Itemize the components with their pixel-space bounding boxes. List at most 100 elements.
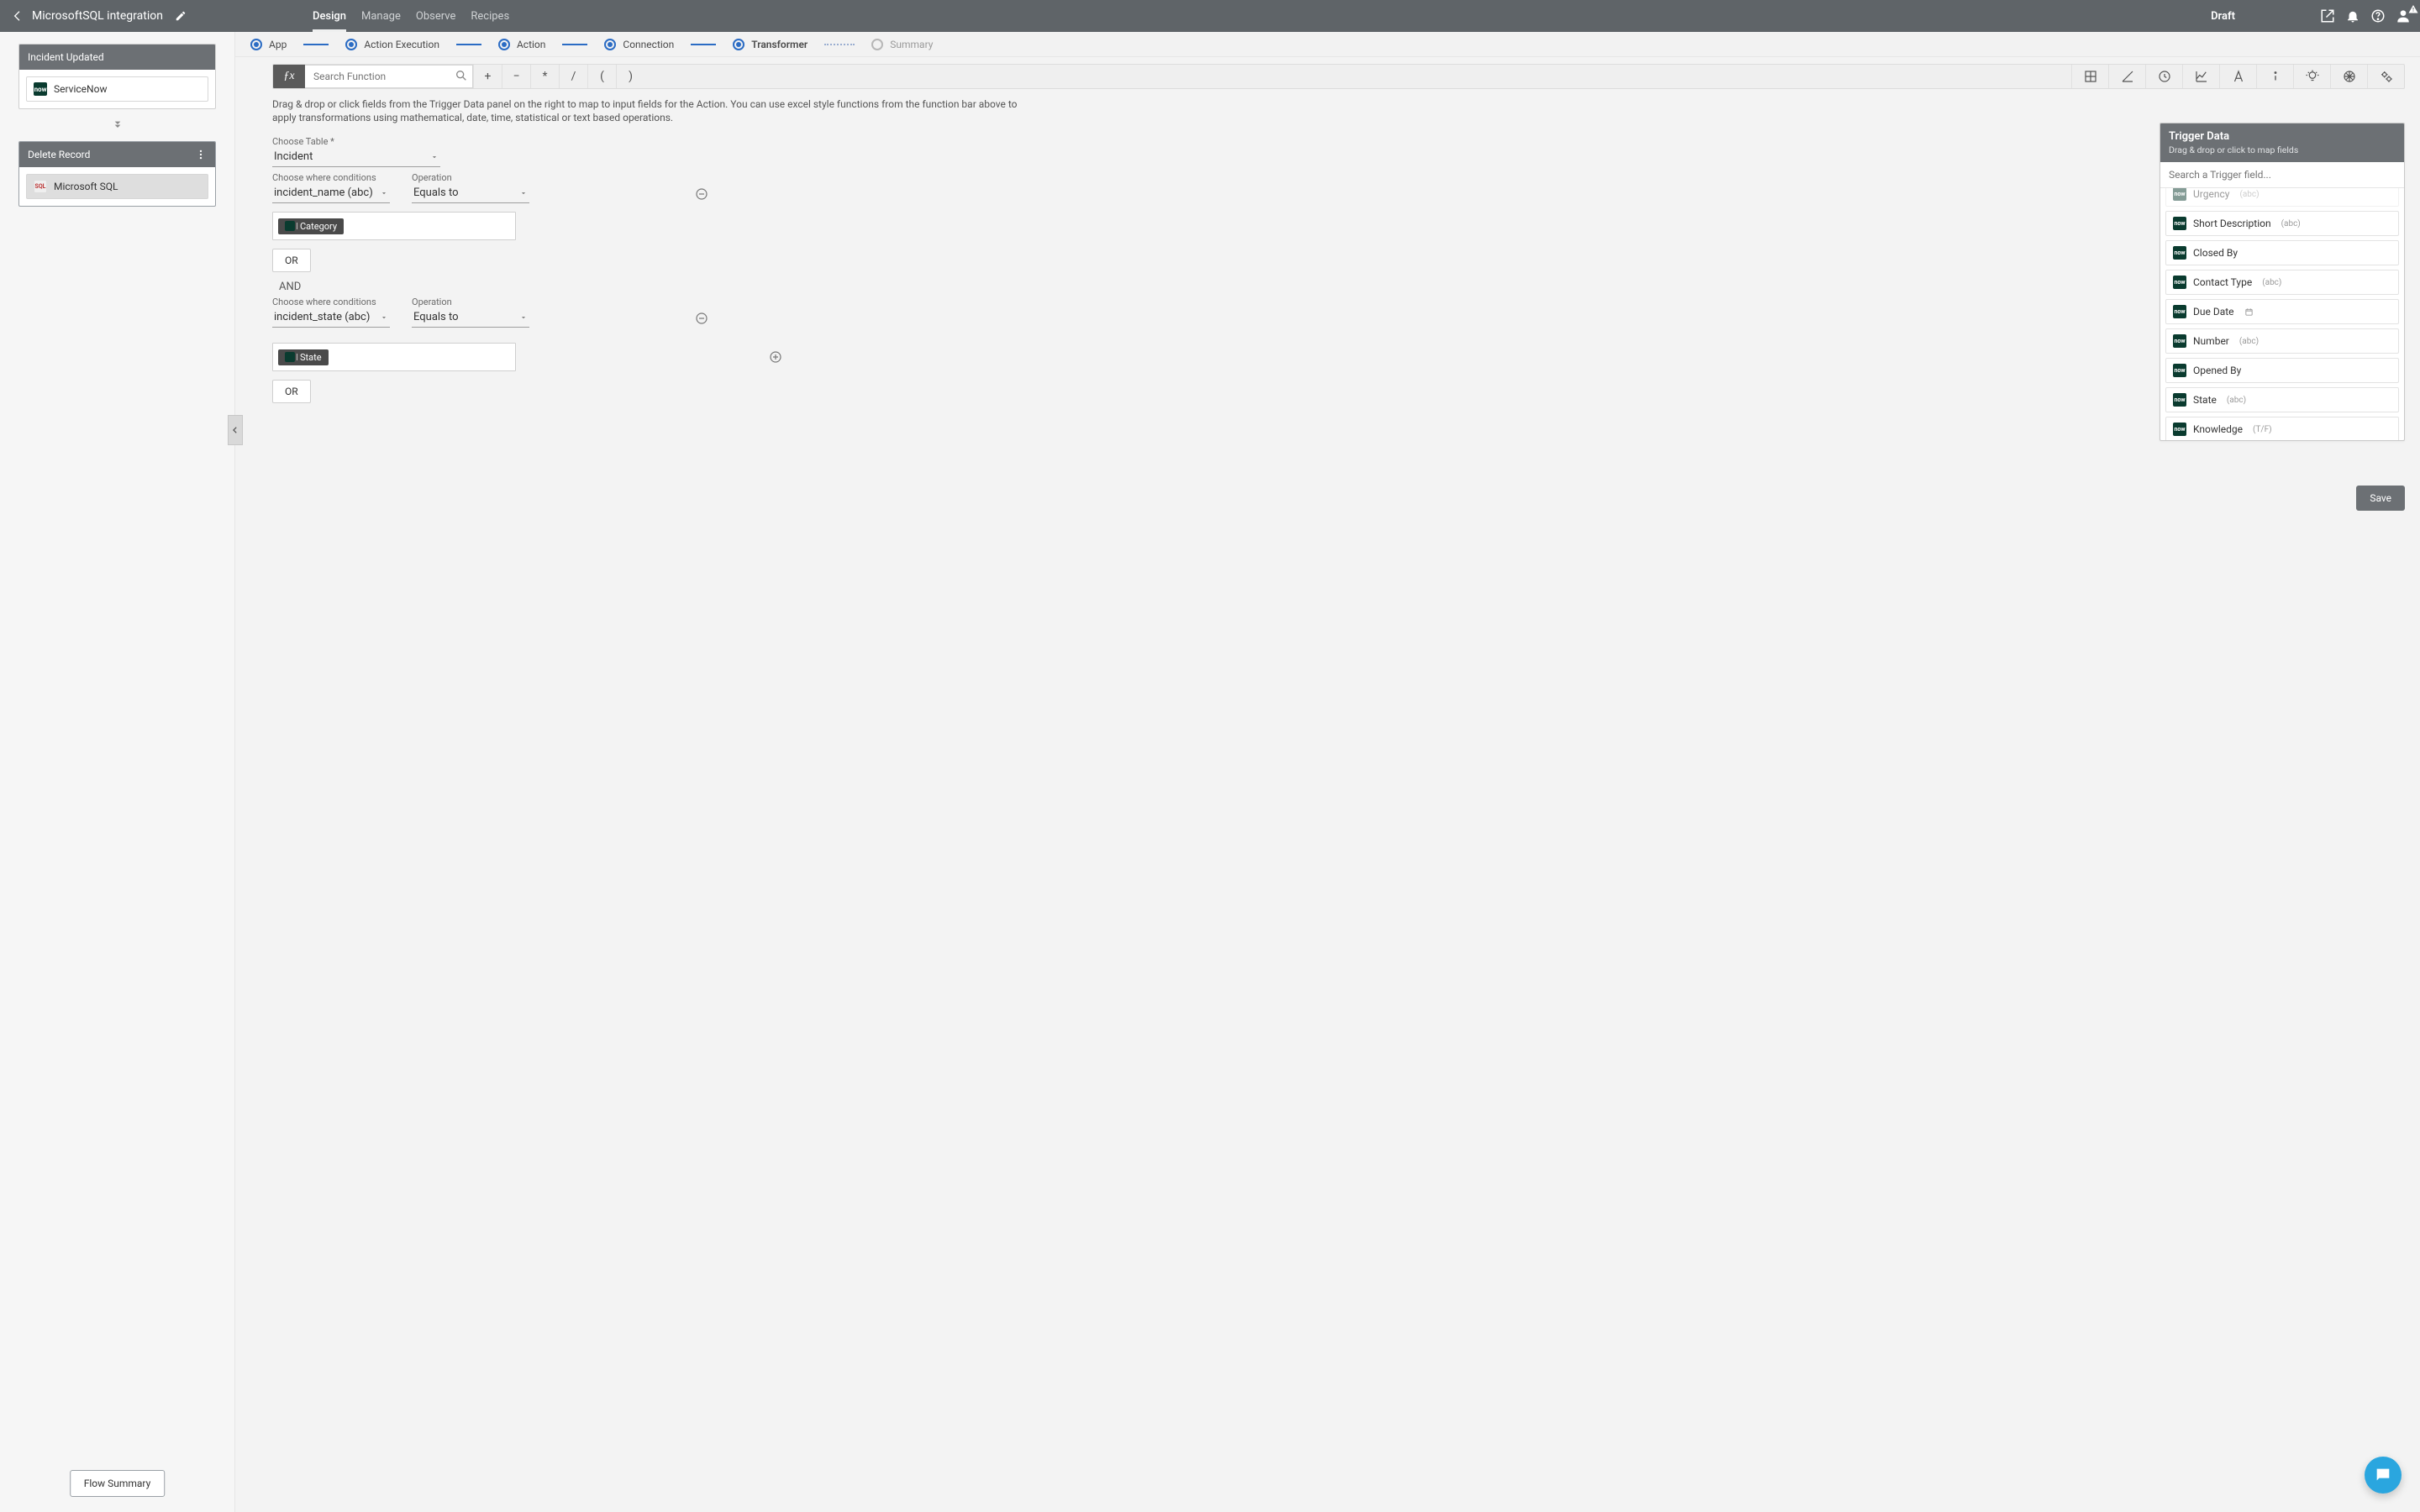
chat-fab[interactable] bbox=[2365, 1457, 2402, 1494]
trigger-field-label: State bbox=[2193, 394, 2217, 406]
trigger-data-header: Trigger Data Drag & drop or click to map… bbox=[2160, 123, 2404, 162]
op-mult[interactable]: * bbox=[530, 65, 559, 88]
where-select[interactable]: incident_name (abc) bbox=[272, 183, 390, 203]
value-input[interactable]: Category bbox=[272, 212, 516, 240]
op-select[interactable]: Equals to bbox=[412, 307, 529, 328]
calc-icon[interactable] bbox=[2071, 65, 2108, 88]
trigger-field-item[interactable]: now Short Description (abc) bbox=[2165, 211, 2399, 236]
op-div[interactable]: / bbox=[559, 65, 587, 88]
header-tabs: Design Manage Observe Recipes bbox=[313, 2, 509, 31]
trigger-data-search-input[interactable] bbox=[2160, 162, 2404, 187]
condition-group-2: Choose where conditions incident_state (… bbox=[272, 297, 793, 403]
condition-row: Choose where conditions incident_name (a… bbox=[272, 172, 793, 203]
calendar-icon bbox=[2244, 307, 2254, 317]
chart-icon[interactable] bbox=[2182, 65, 2219, 88]
trigger-field-item[interactable]: now State (abc) bbox=[2165, 387, 2399, 412]
trigger-field-type: (T/F) bbox=[2253, 425, 2272, 434]
step-label: Summary bbox=[890, 39, 933, 50]
step-dot-icon bbox=[871, 39, 883, 50]
op-value: Equals to bbox=[413, 186, 459, 199]
search-icon[interactable] bbox=[455, 69, 468, 82]
value-input[interactable]: State bbox=[272, 343, 516, 371]
add-condition-icon[interactable] bbox=[768, 349, 783, 365]
op-plus[interactable]: + bbox=[473, 65, 502, 88]
tab-observe[interactable]: Observe bbox=[416, 2, 455, 31]
where-select[interactable]: incident_state (abc) bbox=[272, 307, 390, 328]
collapse-sidebar-handle[interactable] bbox=[228, 415, 243, 445]
mapped-field-chip[interactable]: Category bbox=[278, 218, 344, 234]
flow-connector-icon bbox=[18, 118, 216, 131]
step-transformer[interactable]: Transformer bbox=[733, 39, 808, 50]
text-icon[interactable] bbox=[2219, 65, 2256, 88]
servicenow-logo-icon: now bbox=[2173, 364, 2186, 377]
step-app[interactable]: App bbox=[250, 39, 287, 50]
step-line bbox=[456, 44, 481, 45]
mssql-logo-icon: SQL bbox=[34, 180, 47, 193]
tab-recipes[interactable]: Recipes bbox=[471, 2, 509, 31]
clock-icon[interactable] bbox=[2145, 65, 2182, 88]
trigger-field-item[interactable]: now Closed By bbox=[2165, 240, 2399, 265]
save-button[interactable]: Save bbox=[2356, 486, 2405, 511]
choose-table-select[interactable]: Incident bbox=[272, 147, 440, 167]
kebab-icon[interactable] bbox=[195, 149, 207, 160]
servicenow-logo-icon: now bbox=[2173, 393, 2186, 407]
trigger-card[interactable]: Incident Updated now ServiceNow bbox=[18, 44, 216, 109]
trigger-field-type: (abc) bbox=[2239, 190, 2259, 199]
remove-condition-icon[interactable] bbox=[694, 186, 709, 203]
mapped-field-chip[interactable]: State bbox=[278, 349, 329, 365]
trigger-data-list[interactable]: now Urgency (abc) now Short Description … bbox=[2160, 188, 2404, 440]
step-action-execution[interactable]: Action Execution bbox=[345, 39, 439, 50]
external-link-icon[interactable] bbox=[2319, 8, 2336, 24]
info-icon[interactable] bbox=[2256, 65, 2293, 88]
user-icon[interactable] bbox=[2395, 8, 2412, 24]
trigger-field-item[interactable]: now Number (abc) bbox=[2165, 328, 2399, 354]
step-action[interactable]: Action bbox=[498, 39, 545, 50]
step-line-dotted bbox=[824, 44, 855, 45]
remove-condition-icon[interactable] bbox=[694, 311, 709, 328]
fx-search-input[interactable] bbox=[305, 65, 473, 88]
edit-icon[interactable] bbox=[171, 7, 190, 25]
step-connection[interactable]: Connection bbox=[604, 39, 674, 50]
chevron-down-icon bbox=[519, 313, 528, 322]
action-card-header: Delete Record bbox=[19, 142, 215, 167]
or-button[interactable]: OR bbox=[272, 380, 311, 403]
trigger-node-label: ServiceNow bbox=[54, 83, 107, 95]
choose-table-field: Choose Table * Incident bbox=[272, 136, 2405, 167]
back-icon[interactable] bbox=[8, 7, 27, 25]
trigger-card-header: Incident Updated bbox=[19, 45, 215, 70]
trigger-data-subtitle: Drag & drop or click to map fields bbox=[2169, 144, 2396, 155]
step-dot-icon bbox=[345, 39, 357, 50]
bulb-icon[interactable] bbox=[2293, 65, 2330, 88]
op-lparen[interactable]: ( bbox=[587, 65, 616, 88]
trigger-node[interactable]: now ServiceNow bbox=[26, 76, 208, 102]
action-card[interactable]: Delete Record SQL Microsoft SQL bbox=[18, 141, 216, 207]
step-line bbox=[691, 44, 716, 45]
step-summary[interactable]: Summary bbox=[871, 39, 933, 50]
step-dot-icon bbox=[733, 39, 744, 50]
op-value: Equals to bbox=[413, 311, 459, 323]
step-label: App bbox=[269, 39, 287, 50]
tab-manage[interactable]: Manage bbox=[361, 2, 401, 31]
trigger-field-item[interactable]: now Urgency (abc) bbox=[2165, 188, 2399, 207]
help-icon[interactable] bbox=[2370, 8, 2386, 24]
trigger-field-item[interactable]: now Knowledge (T/F) bbox=[2165, 417, 2399, 440]
tab-design[interactable]: Design bbox=[313, 2, 346, 31]
op-rparen[interactable]: ) bbox=[616, 65, 644, 88]
where-label: Choose where conditions bbox=[272, 172, 390, 183]
or-button[interactable]: OR bbox=[272, 249, 311, 272]
action-node[interactable]: SQL Microsoft SQL bbox=[26, 174, 208, 199]
gears-icon[interactable] bbox=[2367, 65, 2404, 88]
trigger-field-item[interactable]: now Due Date bbox=[2165, 299, 2399, 324]
op-select[interactable]: Equals to bbox=[412, 183, 529, 203]
bell-icon[interactable] bbox=[2344, 8, 2361, 24]
op-minus[interactable]: − bbox=[502, 65, 530, 88]
main: App Action Execution Action Connection T… bbox=[235, 32, 2420, 1512]
step-dot-icon bbox=[250, 39, 262, 50]
trigger-field-item[interactable]: now Opened By bbox=[2165, 358, 2399, 383]
flow-summary-button[interactable]: Flow Summary bbox=[70, 1470, 166, 1497]
flow-summary-wrap: Flow Summary bbox=[70, 1470, 166, 1497]
trigger-field-item[interactable]: now Contact Type (abc) bbox=[2165, 270, 2399, 295]
palette-icon[interactable] bbox=[2330, 65, 2367, 88]
angle-icon[interactable] bbox=[2108, 65, 2145, 88]
chip-label: Category bbox=[300, 221, 337, 232]
